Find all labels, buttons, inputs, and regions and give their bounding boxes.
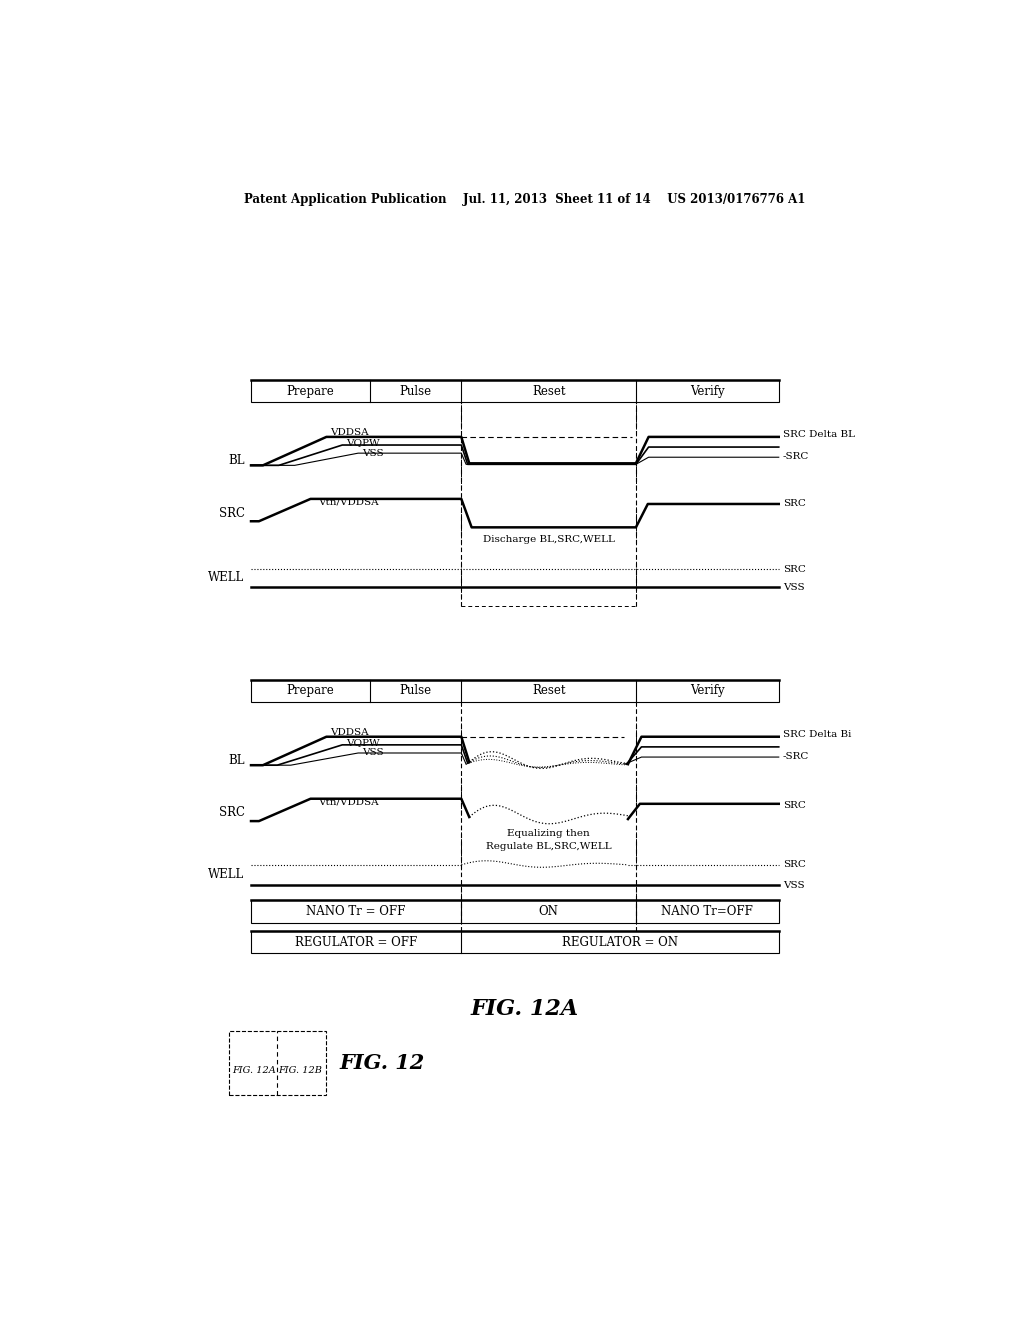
Text: Equalizing then
Regulate BL,SRC,WELL: Equalizing then Regulate BL,SRC,WELL <box>485 829 611 850</box>
Text: Pulse: Pulse <box>399 685 432 697</box>
Text: -SRC: -SRC <box>782 751 809 760</box>
Text: Prepare: Prepare <box>287 685 335 697</box>
Text: ON: ON <box>539 906 558 917</box>
Text: SRC: SRC <box>782 499 806 508</box>
Text: Pulse: Pulse <box>399 384 432 397</box>
Text: Prepare: Prepare <box>287 384 335 397</box>
Text: VDDSA: VDDSA <box>331 428 369 437</box>
Text: REGULATOR = OFF: REGULATOR = OFF <box>295 936 418 949</box>
Bar <box>251 380 778 403</box>
Text: REGULATOR = ON: REGULATOR = ON <box>562 936 678 949</box>
Text: VDDSA: VDDSA <box>331 729 369 737</box>
Text: SRC Delta BL: SRC Delta BL <box>782 430 855 440</box>
Text: FIG. 12A: FIG. 12A <box>471 998 579 1020</box>
Text: VSS: VSS <box>782 880 804 890</box>
Text: Verify: Verify <box>690 384 725 397</box>
Text: Vtn/VDDSA: Vtn/VDDSA <box>318 498 379 507</box>
Text: VQPW: VQPW <box>346 738 380 747</box>
Text: SRC: SRC <box>782 565 806 573</box>
Text: NANO Tr=OFF: NANO Tr=OFF <box>662 906 754 917</box>
Text: FIG. 12A: FIG. 12A <box>232 1067 276 1074</box>
Text: Vtn/VDDSA: Vtn/VDDSA <box>318 797 379 807</box>
Text: -SRC: -SRC <box>782 451 809 461</box>
Text: FIG. 12B: FIG. 12B <box>279 1067 323 1074</box>
Text: Discharge BL,SRC,WELL: Discharge BL,SRC,WELL <box>482 535 614 544</box>
Text: SRC: SRC <box>219 807 245 820</box>
Bar <box>251 931 778 953</box>
Text: SRC: SRC <box>782 861 806 870</box>
Text: VSS: VSS <box>782 583 804 591</box>
Text: WELL: WELL <box>209 570 245 583</box>
Text: BL: BL <box>228 454 245 467</box>
Text: NANO Tr = OFF: NANO Tr = OFF <box>306 906 406 917</box>
Bar <box>228 1031 326 1094</box>
Text: FIG. 12: FIG. 12 <box>340 1053 425 1073</box>
Text: VQPW: VQPW <box>346 438 380 447</box>
Text: SRC: SRC <box>219 507 245 520</box>
Text: SRC Delta Bi: SRC Delta Bi <box>782 730 851 739</box>
Text: Reset: Reset <box>531 384 565 397</box>
Text: WELL: WELL <box>209 869 245 882</box>
Bar <box>251 680 778 702</box>
Text: Patent Application Publication    Jul. 11, 2013  Sheet 11 of 14    US 2013/01767: Patent Application Publication Jul. 11, … <box>244 193 806 206</box>
Text: VSS: VSS <box>362 748 384 758</box>
Text: Reset: Reset <box>531 685 565 697</box>
Text: Verify: Verify <box>690 685 725 697</box>
Text: SRC: SRC <box>782 801 806 810</box>
Bar <box>251 900 778 923</box>
Text: BL: BL <box>228 754 245 767</box>
Text: VSS: VSS <box>362 449 384 458</box>
